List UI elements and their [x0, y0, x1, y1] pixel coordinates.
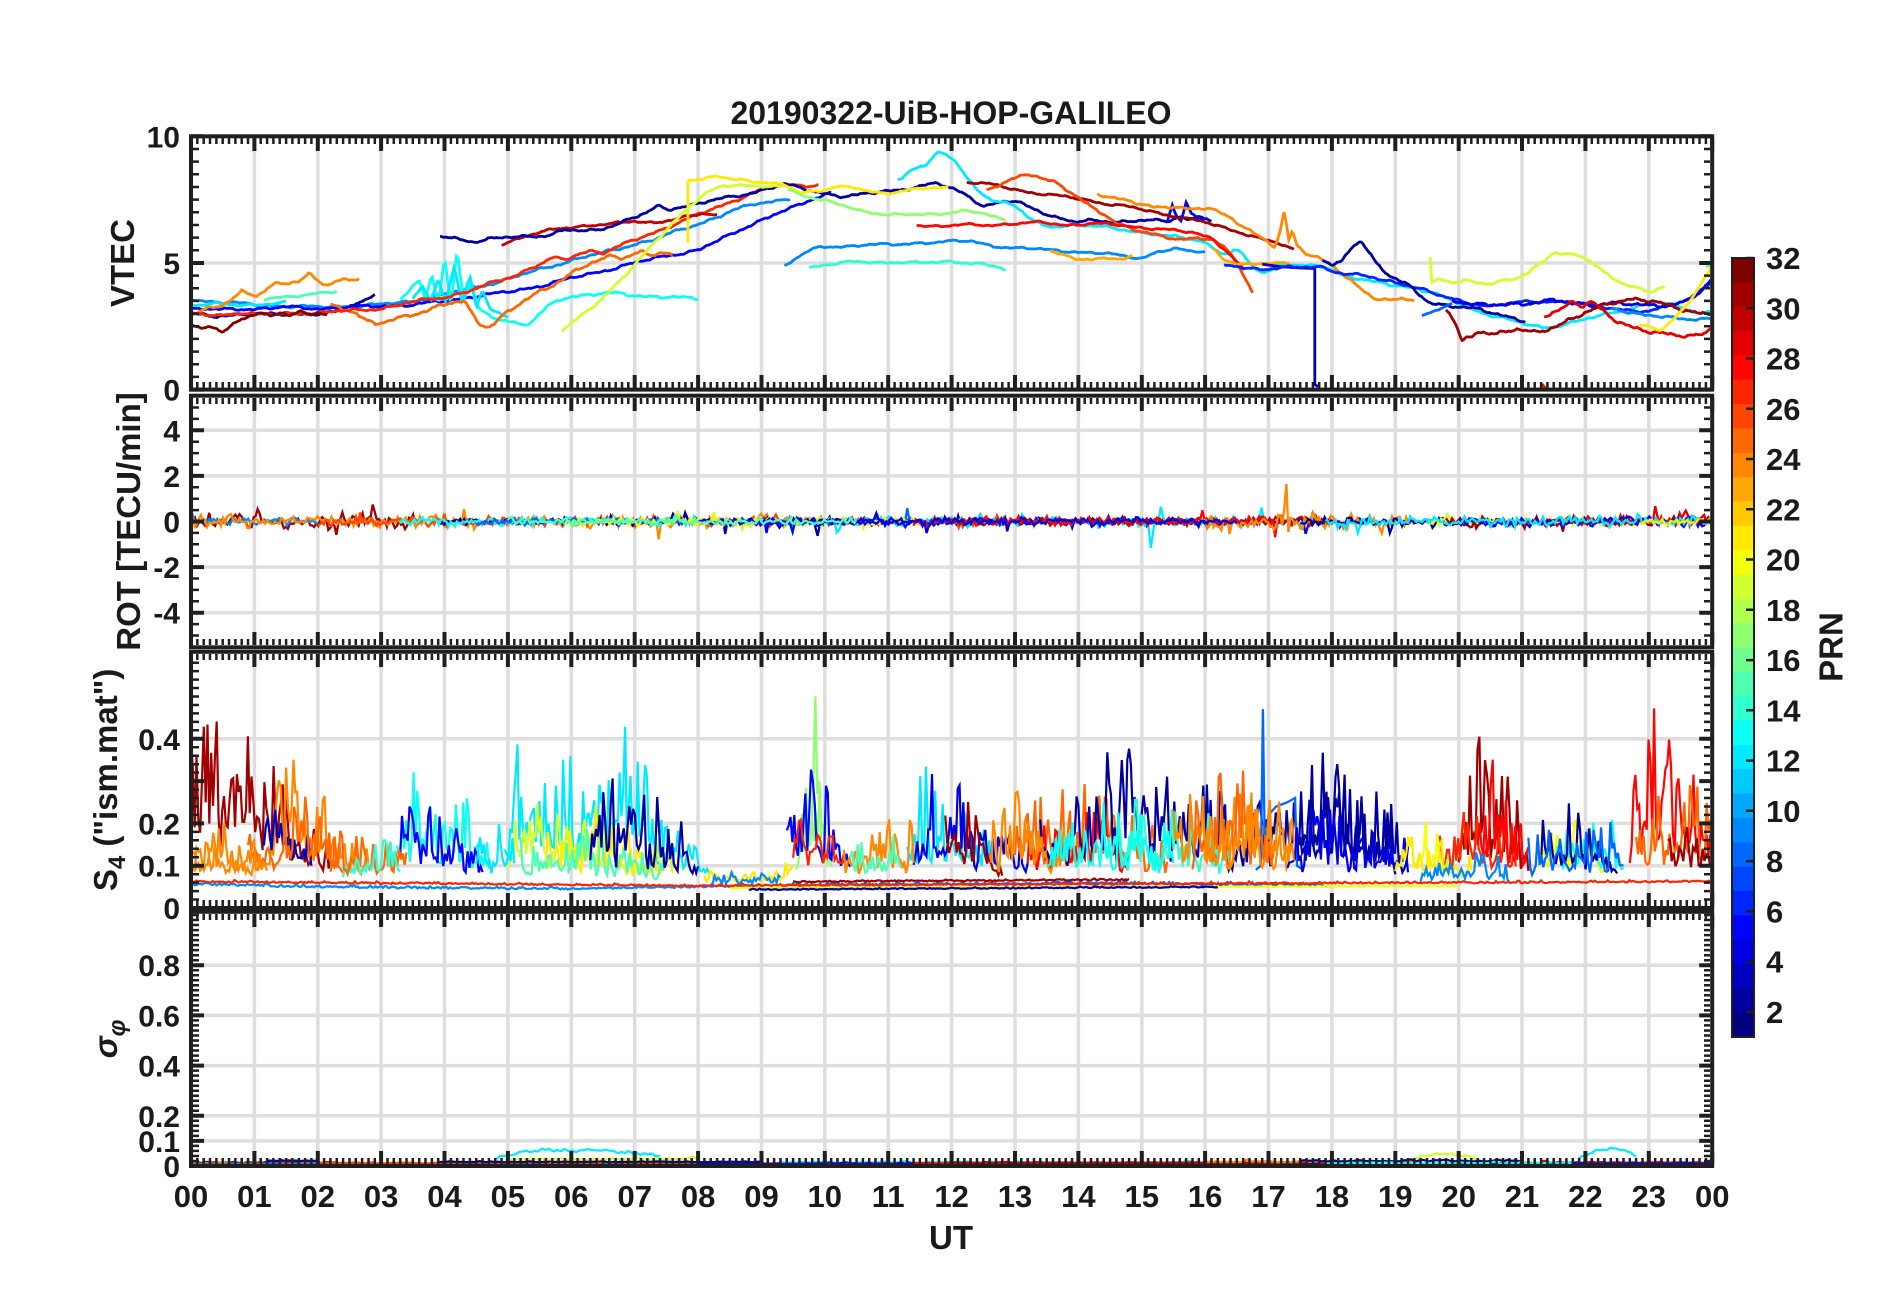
svg-text:09: 09 — [744, 1179, 778, 1214]
svg-text:6: 6 — [1766, 894, 1783, 929]
svg-text:VTEC: VTEC — [104, 219, 141, 307]
svg-text:0: 0 — [163, 375, 180, 408]
svg-text:S4 ("ism.mat"): S4 ("ism.mat") — [87, 669, 131, 892]
svg-text:04: 04 — [427, 1179, 462, 1214]
svg-text:26: 26 — [1766, 392, 1800, 427]
svg-text:0.4: 0.4 — [138, 724, 180, 757]
svg-text:17: 17 — [1251, 1179, 1285, 1214]
svg-text:0.6: 0.6 — [138, 1000, 180, 1033]
svg-text:28: 28 — [1766, 342, 1800, 377]
svg-text:0.2: 0.2 — [138, 1101, 180, 1134]
svg-text:18: 18 — [1315, 1179, 1349, 1214]
svg-text:PRN: PRN — [1813, 612, 1850, 682]
svg-text:22: 22 — [1568, 1179, 1602, 1214]
svg-text:0: 0 — [163, 893, 180, 926]
svg-text:2: 2 — [163, 461, 180, 494]
svg-text:32: 32 — [1766, 241, 1800, 276]
svg-text:00: 00 — [1695, 1179, 1729, 1214]
svg-text:01: 01 — [237, 1179, 271, 1214]
svg-text:0: 0 — [163, 1151, 180, 1184]
svg-text:06: 06 — [554, 1179, 588, 1214]
svg-text:24: 24 — [1766, 442, 1801, 477]
svg-text:12: 12 — [1766, 744, 1800, 779]
svg-text:-4: -4 — [153, 598, 180, 631]
svg-text:16: 16 — [1766, 643, 1800, 678]
svg-text:σφ: σφ — [87, 1019, 131, 1058]
svg-text:0.4: 0.4 — [138, 1051, 180, 1084]
svg-text:20: 20 — [1766, 543, 1800, 578]
svg-text:UT: UT — [929, 1219, 973, 1256]
svg-text:4: 4 — [1766, 945, 1784, 980]
svg-text:02: 02 — [301, 1179, 335, 1214]
svg-text:0.1: 0.1 — [138, 851, 180, 884]
svg-text:13: 13 — [998, 1179, 1032, 1214]
svg-text:11: 11 — [872, 1179, 905, 1214]
svg-text:05: 05 — [491, 1179, 525, 1214]
svg-text:03: 03 — [364, 1179, 398, 1214]
svg-text:21: 21 — [1505, 1179, 1539, 1214]
svg-text:0: 0 — [163, 507, 180, 540]
svg-text:10: 10 — [147, 121, 180, 154]
svg-text:23: 23 — [1632, 1179, 1666, 1214]
svg-text:10: 10 — [808, 1179, 842, 1214]
svg-text:-2: -2 — [153, 552, 180, 585]
svg-text:12: 12 — [934, 1179, 968, 1214]
svg-text:0.8: 0.8 — [138, 950, 180, 983]
svg-text:14: 14 — [1766, 693, 1801, 728]
svg-text:15: 15 — [1125, 1179, 1159, 1214]
svg-text:5: 5 — [163, 248, 180, 281]
svg-text:30: 30 — [1766, 291, 1800, 326]
svg-text:14: 14 — [1061, 1179, 1096, 1214]
svg-text:0.2: 0.2 — [138, 808, 180, 841]
svg-text:19: 19 — [1378, 1179, 1412, 1214]
svg-text:8: 8 — [1766, 844, 1783, 879]
svg-text:16: 16 — [1188, 1179, 1222, 1214]
svg-text:07: 07 — [617, 1179, 651, 1214]
svg-text:08: 08 — [681, 1179, 715, 1214]
svg-text:18: 18 — [1766, 593, 1800, 628]
svg-text:10: 10 — [1766, 794, 1800, 829]
svg-text:2: 2 — [1766, 995, 1783, 1030]
svg-text:22: 22 — [1766, 492, 1800, 527]
svg-text:4: 4 — [163, 415, 180, 448]
svg-text:20190322-UiB-HOP-GALILEO: 20190322-UiB-HOP-GALILEO — [730, 95, 1171, 131]
svg-text:20: 20 — [1441, 1179, 1475, 1214]
svg-text:0.1: 0.1 — [138, 1126, 180, 1159]
svg-text:ROT [TECU/min]: ROT [TECU/min] — [110, 392, 147, 650]
svg-text:00: 00 — [174, 1179, 208, 1214]
